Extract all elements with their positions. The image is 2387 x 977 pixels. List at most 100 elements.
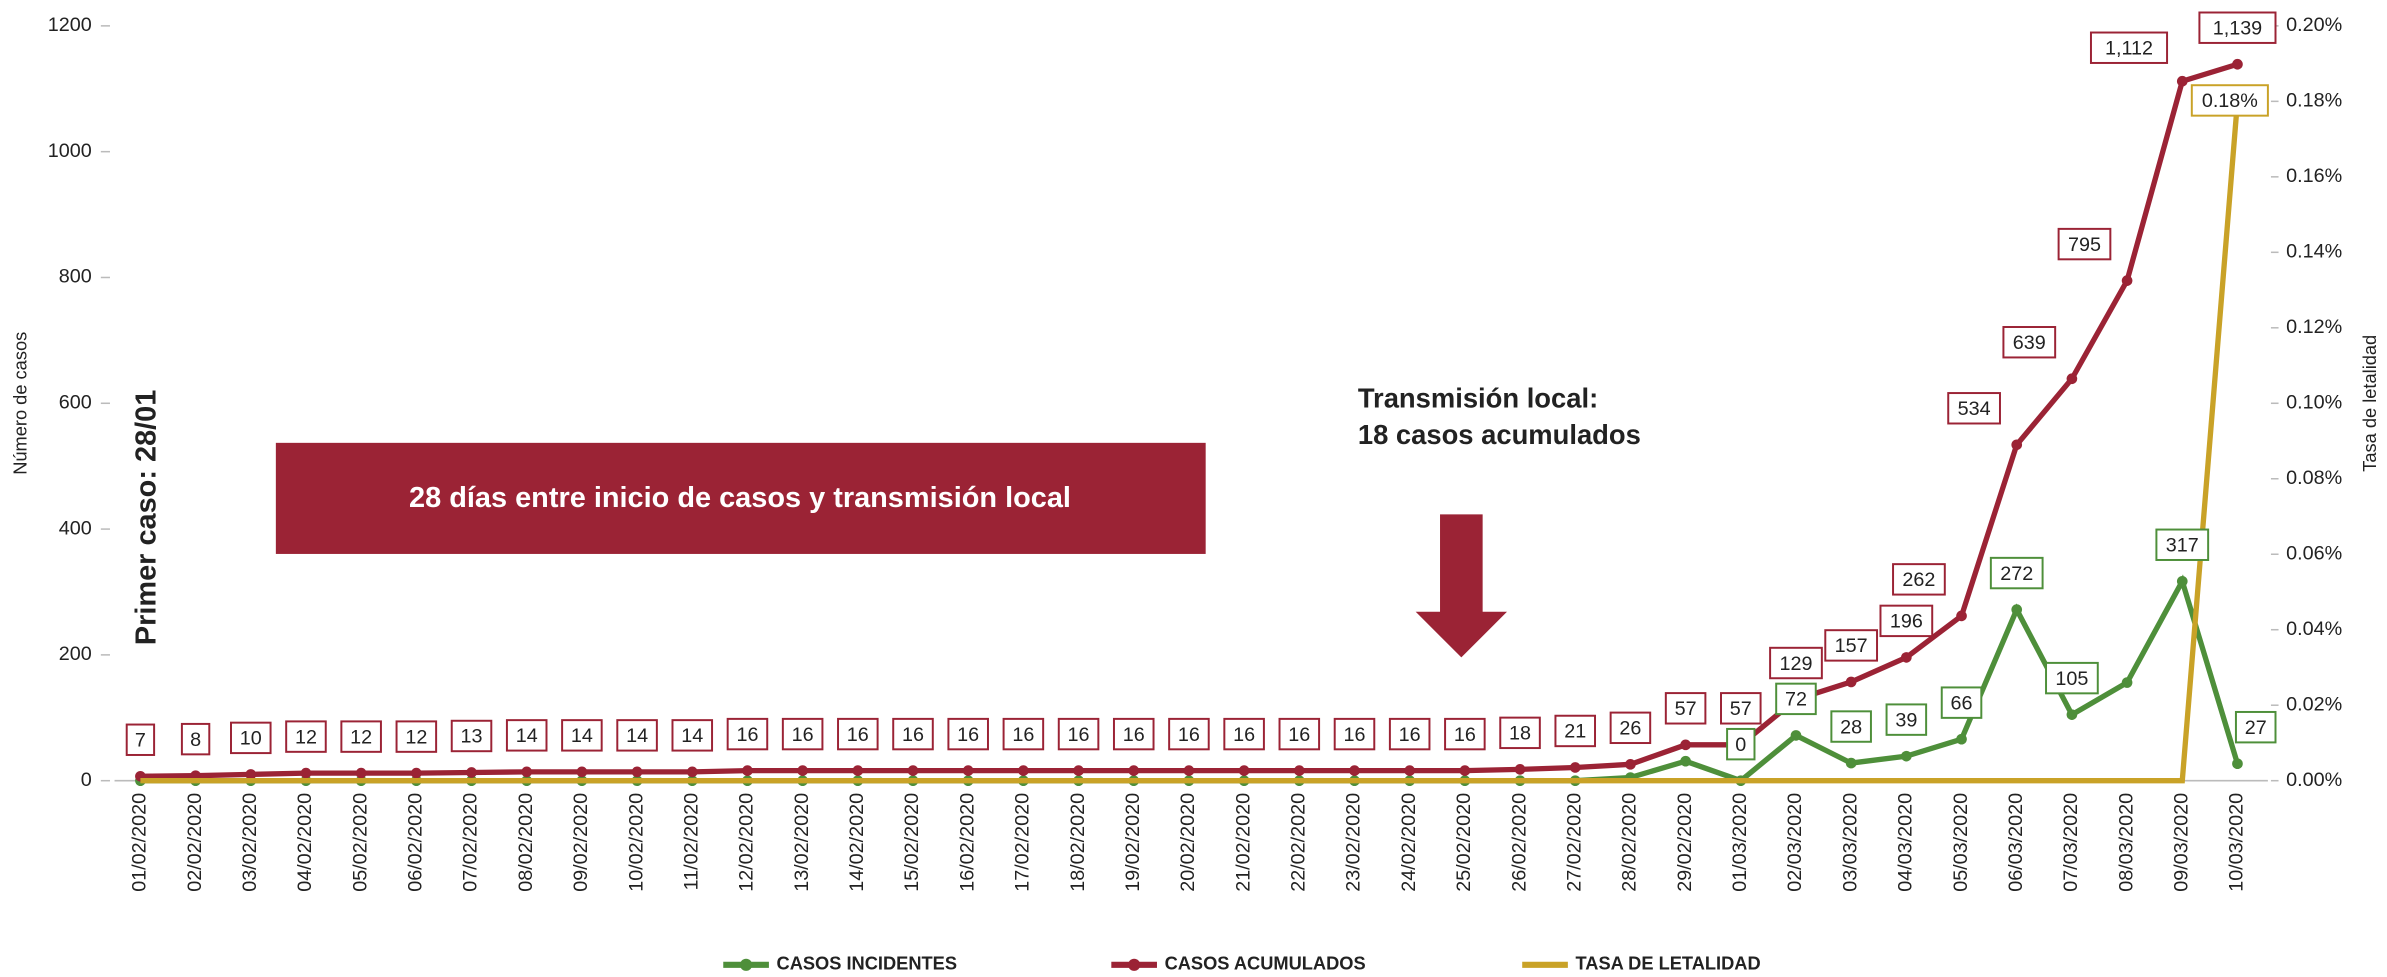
x-tick-label: 04/02/2020 xyxy=(294,793,316,892)
data-label: 262 xyxy=(1902,569,1935,591)
label-box xyxy=(2198,11,2277,44)
x-tick-label: 14/02/2020 xyxy=(846,793,868,892)
label-box xyxy=(230,721,272,755)
label-box xyxy=(1885,703,1928,736)
label-box xyxy=(2002,326,2057,359)
data-label: 12 xyxy=(350,726,372,748)
point xyxy=(2121,275,2133,286)
x-tick-label: 23/02/2020 xyxy=(1343,793,1365,892)
point xyxy=(355,767,367,779)
point xyxy=(1901,750,1912,762)
x-tick-label: 08/02/2020 xyxy=(515,793,537,892)
point xyxy=(686,766,698,778)
data-label: 16 xyxy=(1233,724,1255,746)
data-label: 16 xyxy=(736,724,758,746)
point xyxy=(1956,733,1967,745)
point xyxy=(300,767,312,779)
label-box xyxy=(1002,717,1045,751)
label-box xyxy=(1499,716,1541,750)
label-box xyxy=(1057,717,1100,751)
point xyxy=(962,765,974,776)
data-label: 157 xyxy=(1835,635,1868,657)
point xyxy=(1404,765,1416,776)
y2-tick-label: 0.06% xyxy=(2286,542,2342,564)
x-tick-label: 09/02/2020 xyxy=(570,793,592,892)
x-tick-label: 21/02/2020 xyxy=(1232,793,1254,892)
data-label: 14 xyxy=(681,725,703,747)
annotation: Primer caso: 28/01 xyxy=(131,390,163,645)
label-box xyxy=(505,719,548,752)
label-box xyxy=(781,717,824,751)
legend-label: CASOS ACUMULADOS xyxy=(1165,953,1366,974)
point xyxy=(2066,373,2078,385)
point xyxy=(2176,75,2188,87)
y-tick-label: 400 xyxy=(59,517,92,539)
series-line xyxy=(140,61,2239,779)
point xyxy=(1845,676,1857,688)
y-tick-label: 0 xyxy=(81,769,92,791)
x-tick-label: 04/03/2020 xyxy=(1895,793,1917,892)
arrow xyxy=(1415,514,1507,658)
y2-tick-label: 0.00% xyxy=(2286,769,2342,791)
point xyxy=(411,767,422,779)
data-label: 16 xyxy=(957,724,979,746)
label-box xyxy=(837,717,879,751)
x-tick-label: 02/02/2020 xyxy=(184,793,206,892)
x-tick-label: 06/03/2020 xyxy=(2005,793,2027,892)
x-tick-label: 20/02/2020 xyxy=(1177,793,1199,892)
annotation: 18 casos acumulados xyxy=(1358,419,1641,450)
data-label: 16 xyxy=(1123,724,1145,746)
y-tick-label: 600 xyxy=(59,391,92,413)
x-tick-label: 10/02/2020 xyxy=(625,793,647,892)
point xyxy=(1625,759,1636,770)
x-tick-label: 26/02/2020 xyxy=(1508,793,1530,892)
label-box xyxy=(1664,692,1707,725)
point xyxy=(1901,652,1912,663)
legend-label: TASA DE LETALIDAD xyxy=(1575,953,1760,974)
label-box xyxy=(180,722,211,756)
x-tick-label: 12/02/2020 xyxy=(736,793,758,892)
point xyxy=(466,767,477,778)
label-box xyxy=(561,719,603,752)
y-axis-label: Número de casos xyxy=(10,332,31,475)
data-label: 39 xyxy=(1895,709,1917,731)
x-tick-label: 27/02/2020 xyxy=(1563,793,1585,892)
data-label: 196 xyxy=(1890,611,1923,633)
label-box xyxy=(1388,717,1431,751)
point xyxy=(245,769,257,780)
series-line xyxy=(140,101,2241,784)
y2-axis-label: Tasa de letalidad xyxy=(2359,335,2380,472)
data-label: 16 xyxy=(847,724,869,746)
y-tick-label: 200 xyxy=(59,643,92,665)
point xyxy=(1349,765,1360,776)
label-box xyxy=(1278,717,1321,751)
x-tick-label: 25/02/2020 xyxy=(1453,793,1475,892)
x-tick-label: 18/02/2020 xyxy=(1067,793,1089,892)
label-box xyxy=(892,717,934,751)
data-label: 795 xyxy=(2068,234,2101,256)
point xyxy=(1238,765,1250,776)
data-label: 129 xyxy=(1779,653,1812,675)
point xyxy=(1680,755,1691,767)
label-box xyxy=(1720,692,1762,725)
data-label: 14 xyxy=(571,725,593,747)
x-tick-label: 08/03/2020 xyxy=(2115,793,2137,892)
label-box xyxy=(616,719,658,752)
label-box xyxy=(1824,629,1879,662)
data-label: 16 xyxy=(1288,724,1310,746)
label-box xyxy=(1726,727,1756,761)
point xyxy=(576,766,588,778)
data-label: 18 xyxy=(1509,723,1531,745)
data-label: 16 xyxy=(1343,724,1365,746)
point xyxy=(2232,58,2243,70)
label-box xyxy=(1879,604,1934,638)
label-box xyxy=(340,720,382,753)
x-tick-label: 10/03/2020 xyxy=(2226,793,2248,892)
data-label: 7 xyxy=(135,730,146,752)
x-tick-label: 22/02/2020 xyxy=(1288,793,1310,892)
data-label: 534 xyxy=(1958,398,1991,420)
data-label: 13 xyxy=(461,726,483,748)
data-label: 105 xyxy=(2055,668,2088,690)
y2-tick-label: 0.10% xyxy=(2286,391,2342,413)
label-box xyxy=(395,720,438,753)
